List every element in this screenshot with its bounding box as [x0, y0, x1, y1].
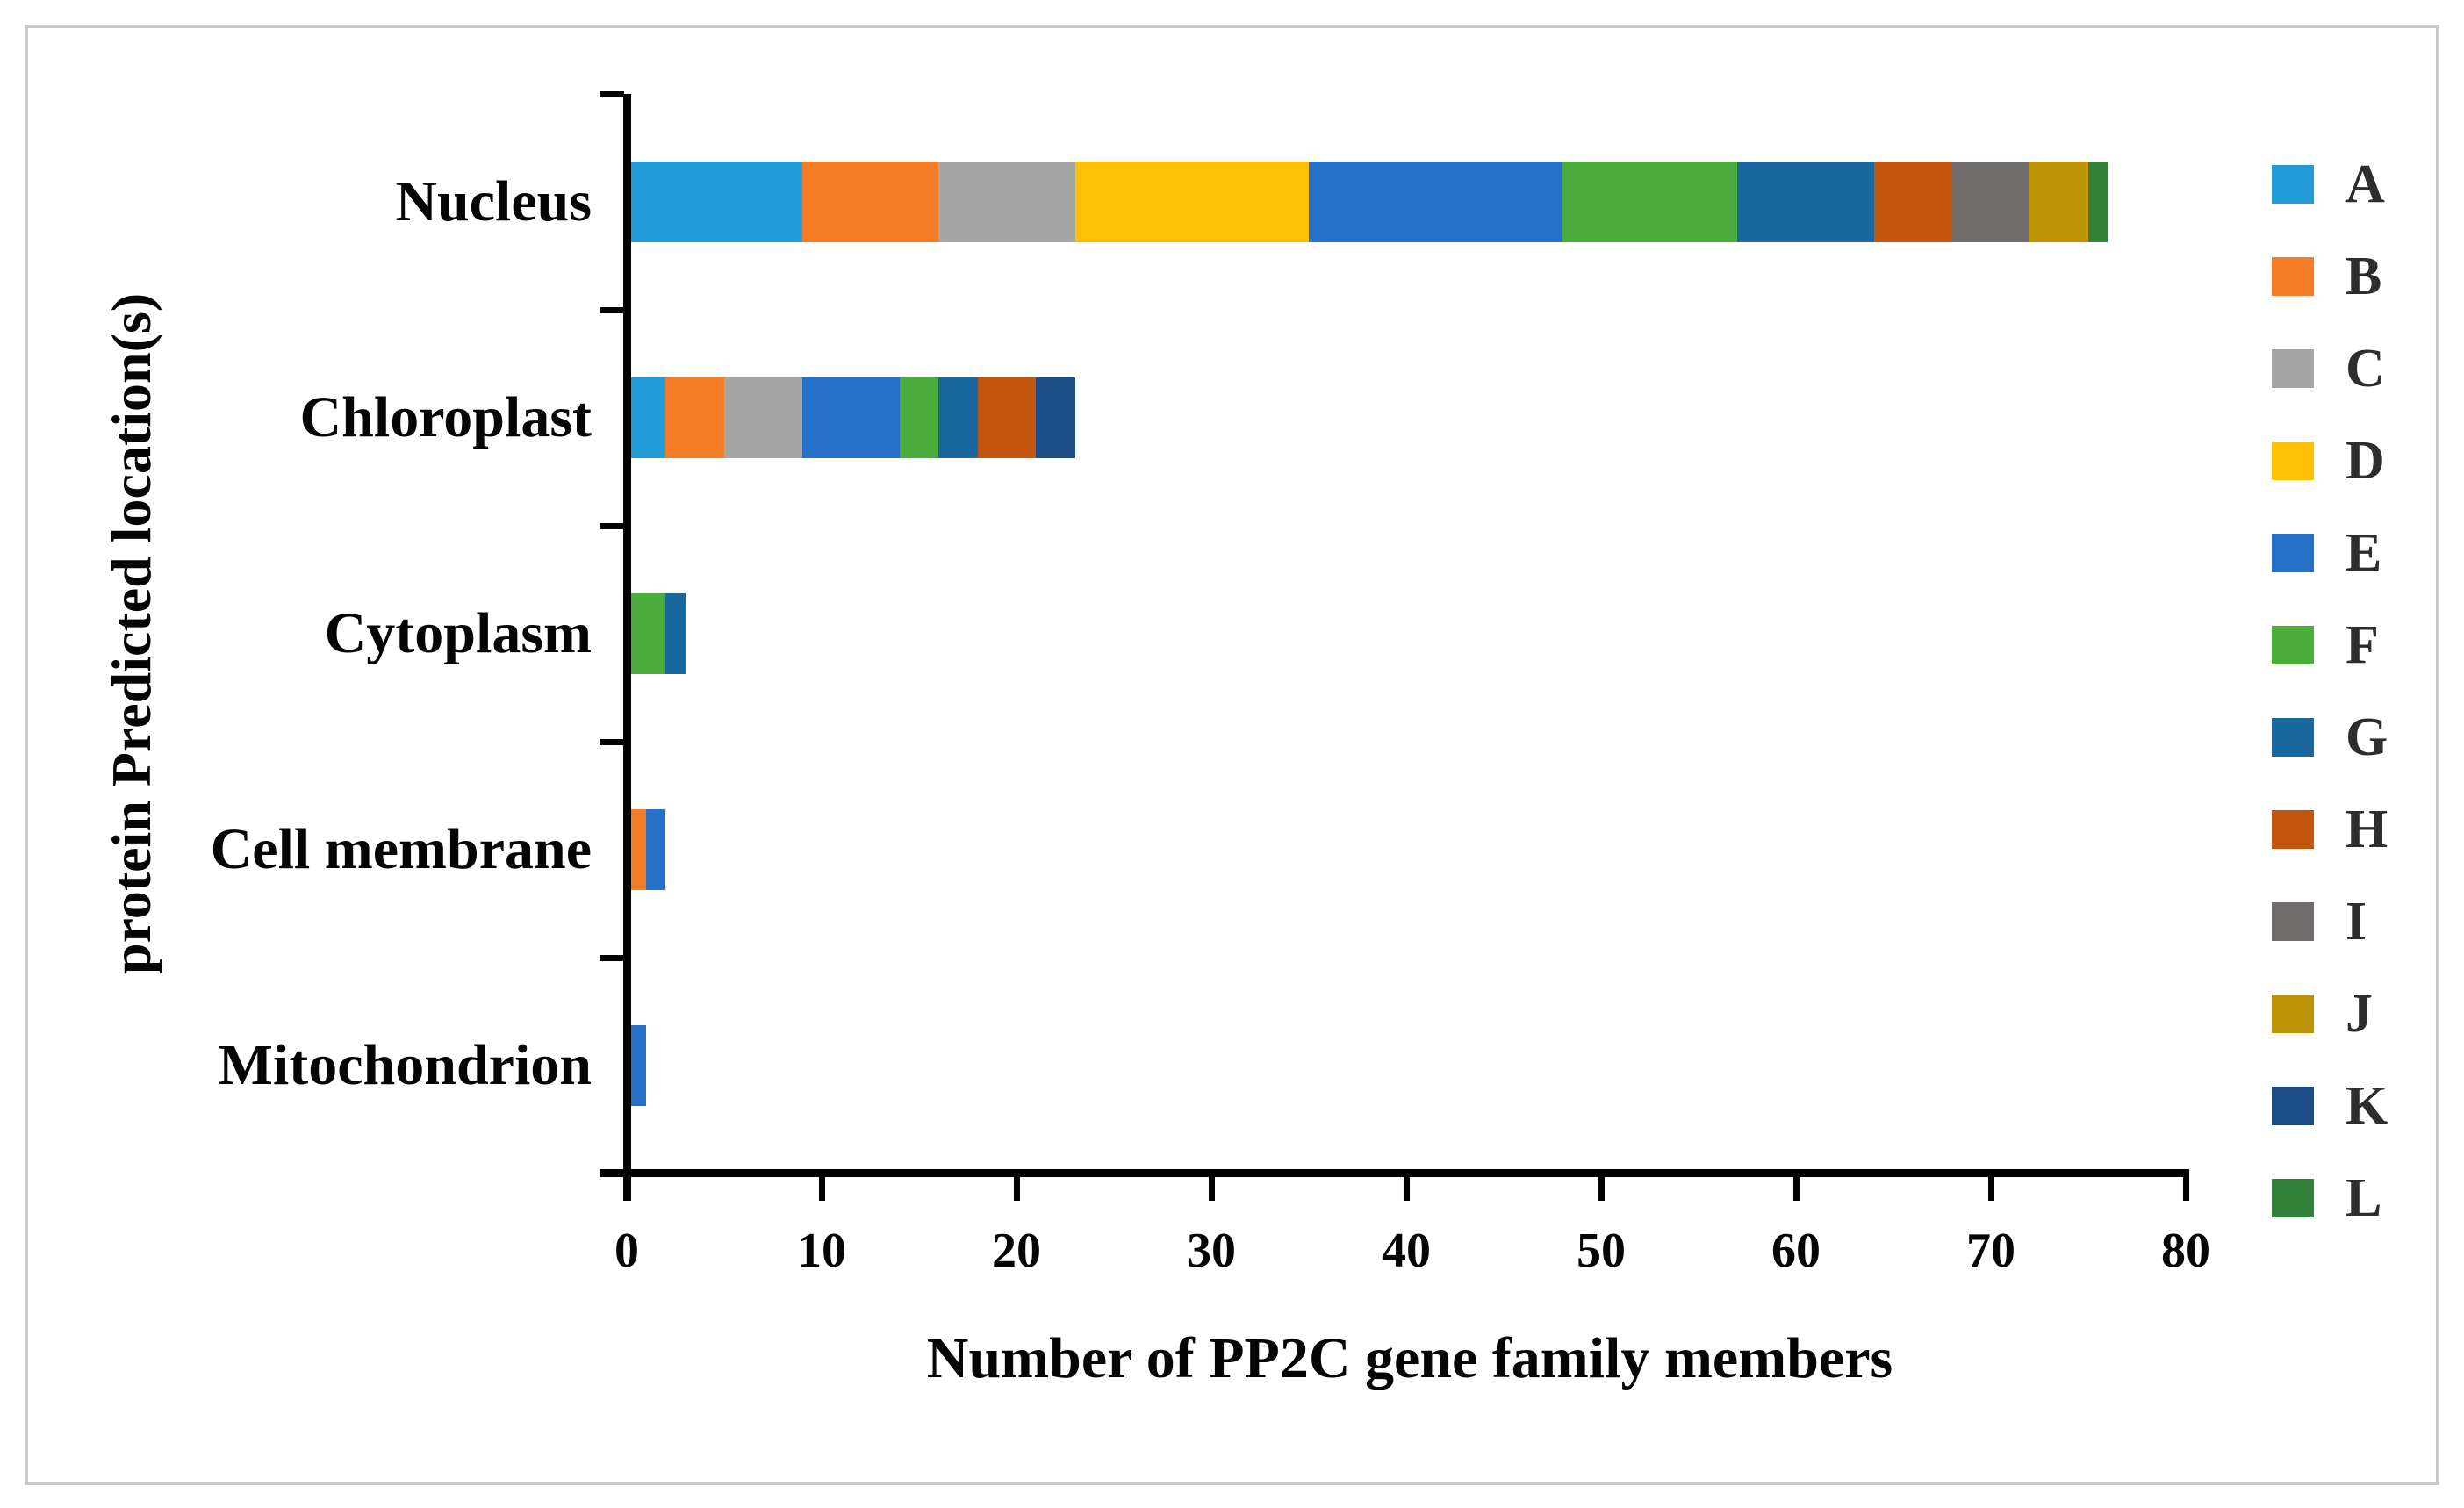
bar-segment-i — [1951, 162, 2030, 242]
x-tick — [1598, 1174, 1605, 1201]
figure-border — [25, 25, 2439, 1485]
legend-label-l: L — [2345, 1168, 2382, 1228]
bar-segment-b — [801, 162, 939, 242]
bar-segment-f — [899, 377, 939, 458]
legend-swatch-d — [2272, 442, 2314, 480]
legend-swatch-g — [2272, 718, 2314, 757]
bar-segment-a — [627, 162, 802, 242]
bar-segment-e — [646, 809, 666, 890]
legend-label-c: C — [2345, 339, 2385, 399]
bar-segment-a — [627, 377, 666, 458]
x-tick-label: 80 — [2161, 1224, 2210, 1278]
x-tick — [1793, 1174, 1800, 1201]
bar-segment-g — [665, 593, 686, 674]
x-tick — [1988, 1174, 1994, 1201]
legend-swatch-f — [2272, 626, 2314, 664]
category-label: Chloroplast — [299, 385, 592, 449]
x-tick-label: 40 — [1382, 1224, 1431, 1278]
x-tick — [1404, 1174, 1410, 1201]
legend-swatch-i — [2272, 902, 2314, 941]
legend-label-h: H — [2345, 800, 2389, 859]
x-tick-label: 60 — [1771, 1224, 1821, 1278]
category-label: Cytoplasm — [324, 601, 592, 665]
x-tick — [819, 1174, 825, 1201]
legend-label-k: K — [2345, 1076, 2389, 1136]
legend-label-e: E — [2345, 523, 2382, 583]
bar-segment-c — [938, 162, 1075, 242]
x-tick-label: 50 — [1577, 1224, 1626, 1278]
legend-label-a: A — [2345, 154, 2385, 214]
y-tick — [600, 955, 624, 961]
legend-label-j: J — [2345, 984, 2373, 1044]
x-axis-line — [600, 1169, 2189, 1177]
x-tick-label: 30 — [1187, 1224, 1236, 1278]
legend-swatch-e — [2272, 534, 2314, 572]
bar-segment-g — [1737, 162, 1874, 242]
legend-swatch-b — [2272, 257, 2314, 296]
x-tick-label: 20 — [992, 1224, 1041, 1278]
x-tick-label: 70 — [1966, 1224, 2015, 1278]
x-tick — [1209, 1174, 1215, 1201]
y-tick — [600, 523, 624, 529]
legend-label-g: G — [2345, 707, 2389, 767]
bar-segment-f — [1562, 162, 1738, 242]
x-tick — [2183, 1174, 2189, 1201]
bar-segment-b — [665, 377, 724, 458]
bar-segment-e — [1309, 162, 1562, 242]
y-tick — [600, 91, 624, 97]
category-label: Mitochondrion — [218, 1033, 592, 1097]
category-label: Cell membrane — [210, 817, 592, 881]
legend-swatch-j — [2272, 995, 2314, 1033]
legend-label-i: I — [2345, 892, 2367, 951]
legend-swatch-h — [2272, 810, 2314, 849]
bar-segment-j — [2029, 162, 2088, 242]
x-tick-label: 0 — [614, 1224, 639, 1278]
bar-segment-h — [1873, 162, 1952, 242]
y-tick — [600, 739, 624, 745]
bar-segment-c — [724, 377, 802, 458]
bar-segment-b — [627, 809, 647, 890]
legend-swatch-l — [2272, 1179, 2314, 1217]
category-label: Nucleus — [395, 169, 592, 233]
bar-segment-k — [1036, 377, 1075, 458]
x-tick — [624, 1174, 630, 1201]
bar-segment-f — [627, 593, 666, 674]
legend-swatch-a — [2272, 165, 2314, 204]
bar-segment-h — [977, 377, 1037, 458]
legend-swatch-k — [2272, 1087, 2314, 1125]
legend-swatch-c — [2272, 349, 2314, 388]
x-axis-title: Number of PP2C gene family members — [926, 1326, 1893, 1390]
bar-segment-l — [2088, 162, 2108, 242]
bar-segment-e — [801, 377, 900, 458]
legend-label-d: D — [2345, 431, 2385, 491]
legend-label-b: B — [2345, 247, 2382, 306]
x-tick — [1014, 1174, 1020, 1201]
bar-segment-d — [1074, 162, 1309, 242]
bar-segment-e — [627, 1025, 647, 1106]
bar-segment-g — [938, 377, 978, 458]
legend-label-f: F — [2345, 615, 2379, 675]
y-tick — [600, 307, 624, 313]
x-tick-label: 10 — [797, 1224, 846, 1278]
y-axis-line — [623, 94, 631, 1201]
